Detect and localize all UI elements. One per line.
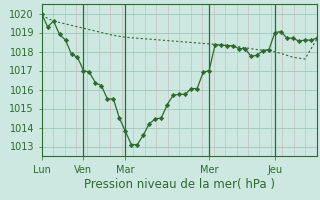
X-axis label: Pression niveau de la mer( hPa ): Pression niveau de la mer( hPa ) [84,178,275,191]
